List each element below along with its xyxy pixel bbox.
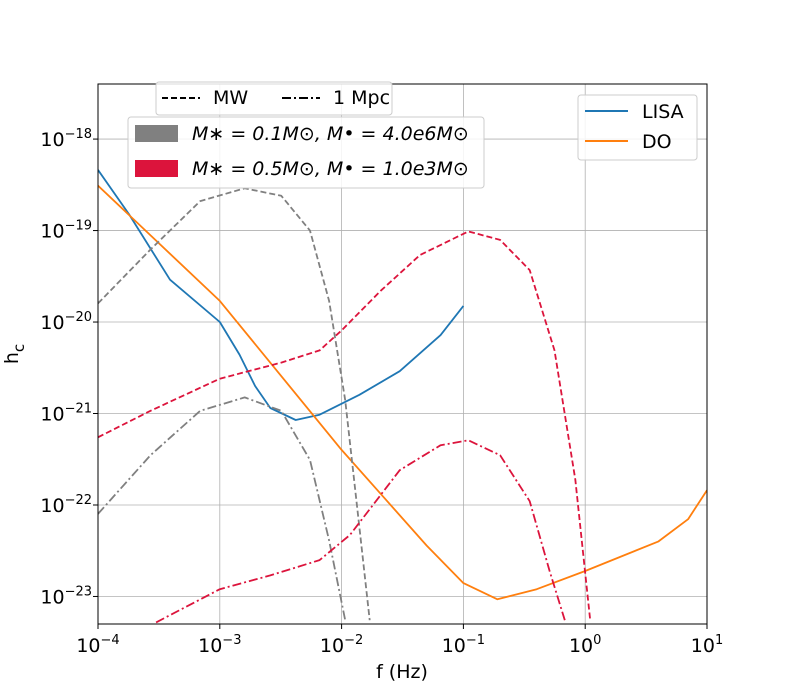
legend-label: 1 Mpc (333, 87, 390, 109)
legend-label: M∗ = 0.1M⊙, M• = 4.0e6M⊙ (192, 123, 469, 145)
plot-frame (97, 83, 708, 625)
y-tick-label: 10−22 (40, 493, 92, 517)
x-tick-label: 10−3 (198, 633, 241, 657)
legend-patch (135, 160, 178, 177)
series-line (98, 184, 707, 601)
x-tick-label: 10−1 (442, 633, 485, 657)
x-tick-label: 101 (691, 633, 723, 657)
series-line (98, 169, 465, 421)
y-tick-label: 10−20 (40, 310, 92, 334)
y-tick-label: 10−19 (40, 219, 92, 243)
series-line (98, 396, 347, 621)
legend-label: LISA (642, 101, 684, 123)
y-axis-label: hc (1, 344, 28, 364)
series-line (155, 439, 566, 624)
x-tick-label: 100 (569, 633, 601, 657)
y-tick-label: 10−21 (40, 402, 92, 426)
series-line (98, 230, 592, 621)
x-tick-label: 10−2 (320, 633, 363, 657)
x-tick-label: 10−4 (76, 633, 119, 657)
ticks: 10−4 10−3 10−2 10−1 100 101 10−23 10−22 10−21 10−… (40, 127, 723, 657)
legends: MW 1 Mpc M∗ = 0.1M⊙, M• = 4.0e6M⊙ M∗ = 0.5M… (127, 81, 698, 189)
legend-patch (135, 125, 178, 142)
y-tick-label: 10−23 (40, 584, 92, 608)
legend-label: M∗ = 0.5M⊙, M• = 1.0e3M⊙ (192, 158, 469, 180)
legend-label: MW (213, 87, 248, 109)
legend-box (155, 81, 393, 116)
series-line (98, 187, 371, 621)
y-tick-label: 10−18 (40, 127, 92, 151)
plot-lines (98, 169, 707, 624)
legend-box (127, 116, 485, 189)
x-axis-label: f (Hz) (376, 661, 428, 683)
legend-label: DO (642, 131, 672, 153)
